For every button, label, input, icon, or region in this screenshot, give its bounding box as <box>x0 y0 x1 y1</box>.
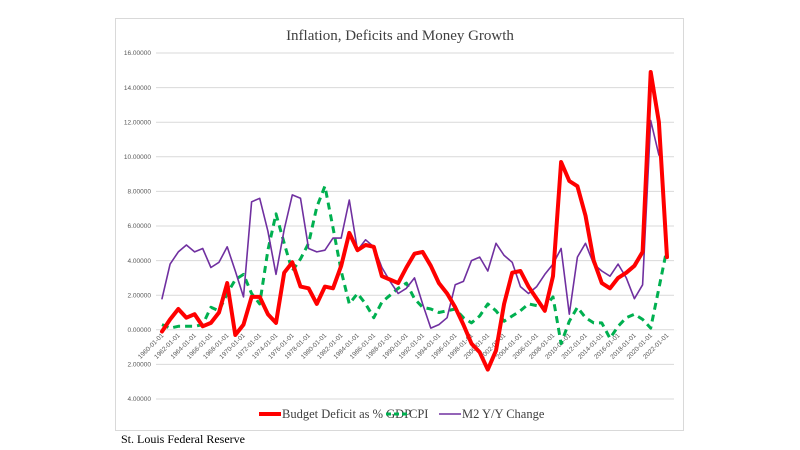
series-lines <box>160 70 669 372</box>
y-tick-label: 4.00000 <box>128 258 152 265</box>
x-axis-ticks: 1960-01-011962-01-011964-01-011966-01-01… <box>137 332 671 361</box>
y-tick-label: 16.00000 <box>124 50 151 57</box>
line-chart: Inflation, Deficits and Money Growth 16.… <box>124 28 674 421</box>
y-tick-label: 2.00000 <box>128 292 152 299</box>
y-tick-label: 0.00000 <box>128 327 152 334</box>
y-tick-label: 12.00000 <box>124 119 151 126</box>
y-tick-label: 10.00000 <box>124 154 151 161</box>
source-note: St. Louis Federal Reserve <box>121 432 245 446</box>
y-tick-label: 6.00000 <box>128 223 152 230</box>
chart-frame: Inflation, Deficits and Money Growth 16.… <box>115 18 684 431</box>
y-tick-label: 4.00000 <box>128 396 152 403</box>
y-axis-ticks: 16.00000 14.00000 12.00000 10.00000 8.00000 6… <box>124 50 152 403</box>
legend-label: CPI <box>409 407 428 421</box>
legend-label: M2 Y/Y Change <box>462 407 545 421</box>
series-line-cpi <box>161 184 669 346</box>
legend-label: Budget Deficit as % GDP <box>282 407 411 421</box>
y-tick-label: 14.00000 <box>124 85 151 92</box>
series-line-m2-y-y-change <box>161 119 660 329</box>
chart-title: Inflation, Deficits and Money Growth <box>286 28 514 44</box>
y-tick-label: 2.00000 <box>128 362 152 369</box>
series-line-budget-deficit-as-gdp <box>160 70 669 372</box>
y-tick-label: 8.00000 <box>128 189 152 196</box>
gridlines <box>156 52 674 400</box>
